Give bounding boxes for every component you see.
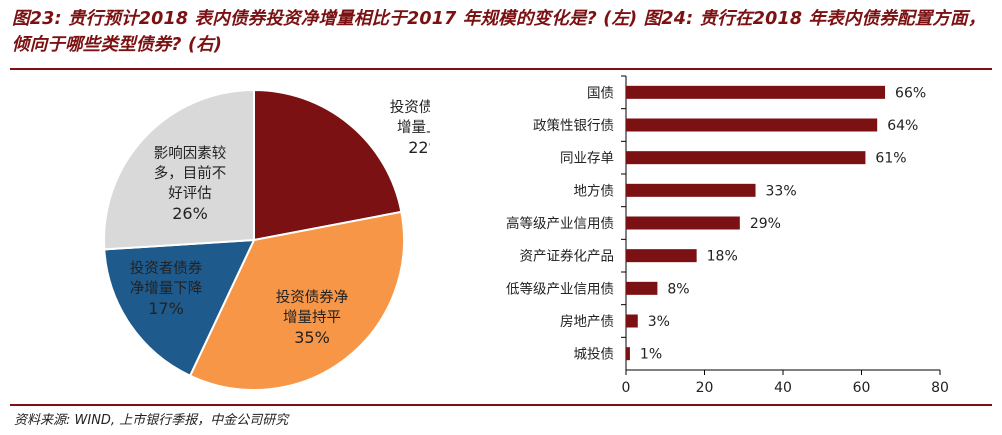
x-tick-label: 40 xyxy=(774,380,792,396)
y-category-label: 高等级产业信用债 xyxy=(506,215,614,232)
title-divider xyxy=(10,68,992,70)
bar xyxy=(626,118,878,132)
bar-value-label: 18% xyxy=(707,249,738,265)
bar-value-label: 3% xyxy=(648,314,670,330)
source-note: 资料来源: WIND, 上市银行季报，中金公司研究 xyxy=(14,413,289,428)
bar xyxy=(626,347,630,361)
y-category-label: 国债 xyxy=(587,85,614,101)
y-category-label: 同业存单 xyxy=(560,151,614,167)
pie-slice-label: 投资债券净增量上升22% xyxy=(390,99,430,157)
y-category-label: 政策性银行债 xyxy=(533,117,614,134)
x-tick-label: 60 xyxy=(853,380,871,396)
bar-value-label: 61% xyxy=(875,151,906,167)
figure-title: 图23: 贵行预计2018 表内债券投资净增量相比于2017 年规模的变化是? … xyxy=(12,9,986,55)
bar xyxy=(626,281,658,295)
x-tick-label: 80 xyxy=(931,380,949,396)
bar-value-label: 33% xyxy=(766,183,797,199)
x-tick-label: 0 xyxy=(622,380,631,396)
pie-slice xyxy=(188,210,405,391)
bar-value-label: 64% xyxy=(887,118,918,134)
pie-slice xyxy=(103,238,256,378)
bar-value-label: 66% xyxy=(895,85,926,101)
bar-value-label: 1% xyxy=(640,347,662,363)
bar-chart: 0 20 40 60 80 国债 66% 政策性银行债 64% 同业存单 61% 地方债 33% 高等级产… xyxy=(506,75,949,396)
bar-value-label: 29% xyxy=(750,216,781,232)
pie-slice xyxy=(253,88,403,242)
y-category-label: 房地产债 xyxy=(560,314,614,330)
footer-divider xyxy=(10,404,992,406)
x-tick-label: 20 xyxy=(696,380,714,396)
bar xyxy=(626,314,638,328)
pie-slice-label: 投资债券净增量持平 35% xyxy=(276,289,349,347)
bar xyxy=(626,85,886,99)
pie-slice-label: 投资者债券净增量下降 17% xyxy=(130,260,203,318)
y-category-label: 城投债 xyxy=(574,347,615,363)
y-category-label: 资产证券化产品 xyxy=(520,249,615,265)
bar xyxy=(626,151,866,165)
y-category-label: 地方债 xyxy=(574,183,615,199)
y-category-label: 低等级产业信用债 xyxy=(506,280,614,297)
pie-slice-label: 影响因素较多，目前不好评估 26% xyxy=(154,144,227,223)
pie-slice xyxy=(103,88,255,251)
bar xyxy=(626,216,740,230)
bar xyxy=(626,249,697,263)
bar-value-label: 8% xyxy=(667,281,689,297)
bar xyxy=(626,183,756,197)
